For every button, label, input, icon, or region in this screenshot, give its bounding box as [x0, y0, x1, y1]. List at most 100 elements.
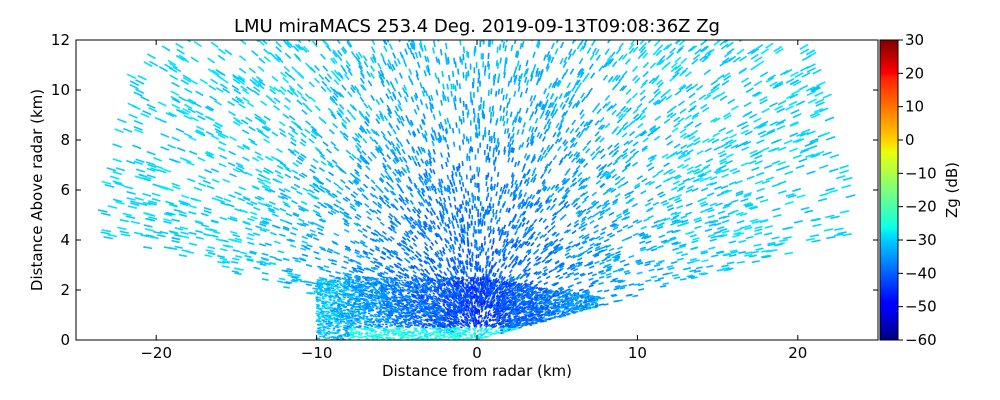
radar-echo	[582, 76, 587, 83]
radar-echo	[544, 166, 549, 172]
radar-echo	[590, 281, 596, 285]
radar-echo	[279, 233, 286, 238]
radar-echo	[740, 77, 750, 84]
radar-echo	[512, 224, 517, 230]
radar-echo	[715, 169, 724, 175]
radar-echo	[552, 283, 558, 287]
radar-echo	[499, 115, 503, 122]
radar-echo	[268, 85, 276, 92]
radar-echo	[563, 179, 569, 185]
radar-echo	[462, 265, 466, 270]
radar-echo	[290, 231, 297, 236]
radar-echo	[533, 270, 538, 275]
radar-echo	[628, 47, 635, 55]
radar-echo	[360, 239, 366, 244]
radar-echo	[517, 243, 522, 248]
radar-echo	[662, 282, 669, 286]
radar-echo	[518, 261, 523, 266]
radar-echo	[580, 92, 586, 99]
radar-echo	[239, 169, 248, 175]
radar-echo	[428, 153, 433, 160]
radar-echo	[486, 205, 489, 211]
radar-echo	[604, 263, 611, 268]
radar-echo	[320, 247, 327, 252]
radar-echo	[403, 84, 408, 91]
radar-echo	[785, 193, 795, 197]
radar-echo	[205, 130, 214, 137]
radar-echo	[188, 204, 197, 209]
radar-echo	[655, 184, 662, 190]
radar-echo	[383, 115, 389, 122]
radar-echo	[517, 116, 521, 123]
radar-echo	[440, 190, 444, 196]
radar-echo	[557, 188, 562, 194]
radar-echo	[648, 180, 655, 186]
radar-echo	[443, 272, 448, 277]
radar-echo	[578, 157, 584, 164]
radar-echo	[253, 86, 261, 93]
radar-echo	[499, 194, 503, 200]
radar-echo	[534, 108, 538, 115]
radar-echo	[145, 161, 156, 166]
radar-echo	[566, 266, 572, 270]
radar-echo	[457, 252, 461, 258]
radar-echo	[511, 139, 515, 145]
radar-echo	[759, 71, 769, 78]
radar-echo	[530, 242, 535, 247]
radar-echo	[634, 77, 641, 84]
radar-echo	[404, 297, 409, 301]
radar-echo	[631, 92, 638, 99]
radar-echo	[291, 276, 298, 280]
radar-echo	[745, 87, 754, 93]
radar-echo	[338, 91, 345, 99]
radar-echo	[623, 140, 630, 146]
radar-echo	[495, 248, 498, 253]
radar-echo	[362, 234, 368, 239]
radar-echo	[376, 209, 382, 214]
radar-echo	[573, 272, 579, 276]
radar-echo	[682, 177, 690, 183]
radar-echo	[380, 130, 386, 137]
radar-echo	[409, 224, 415, 230]
radar-echo	[765, 42, 774, 49]
radar-echo	[370, 231, 376, 236]
radar-echo	[331, 259, 338, 263]
radar-echo	[153, 230, 162, 235]
radar-echo	[237, 164, 245, 170]
radar-echo	[434, 239, 439, 245]
radar-echo	[724, 144, 732, 150]
radar-echo	[411, 42, 415, 50]
radar-echo	[417, 218, 422, 224]
radar-echo	[546, 65, 550, 72]
radar-echo	[254, 151, 262, 157]
radar-echo	[707, 137, 715, 143]
radar-echo	[584, 236, 590, 241]
radar-echo	[219, 154, 228, 160]
radar-echo	[145, 217, 155, 222]
radar-echo	[452, 97, 456, 104]
radar-echo	[541, 271, 547, 276]
radar-echo	[364, 120, 370, 127]
radar-echo	[522, 173, 526, 179]
radar-echo	[536, 275, 542, 280]
radar-echo	[616, 213, 622, 218]
radar-echo	[493, 183, 496, 189]
radar-echo	[693, 270, 701, 273]
radar-echo	[505, 241, 509, 247]
radar-echo	[438, 123, 442, 130]
radar-echo	[491, 272, 495, 277]
radar-echo	[453, 215, 457, 220]
radar-echo	[424, 220, 428, 226]
radar-echo	[455, 212, 459, 218]
radar-echo	[285, 281, 293, 284]
radar-echo	[494, 144, 498, 150]
radar-echo	[776, 166, 785, 172]
radar-echo	[380, 256, 386, 261]
radar-echo	[515, 186, 520, 192]
radar-echo	[526, 136, 530, 143]
radar-echo	[749, 206, 759, 210]
radar-echo	[394, 105, 400, 112]
radar-echo	[727, 28, 734, 33]
radar-echo	[621, 152, 628, 158]
radar-echo	[307, 221, 314, 226]
